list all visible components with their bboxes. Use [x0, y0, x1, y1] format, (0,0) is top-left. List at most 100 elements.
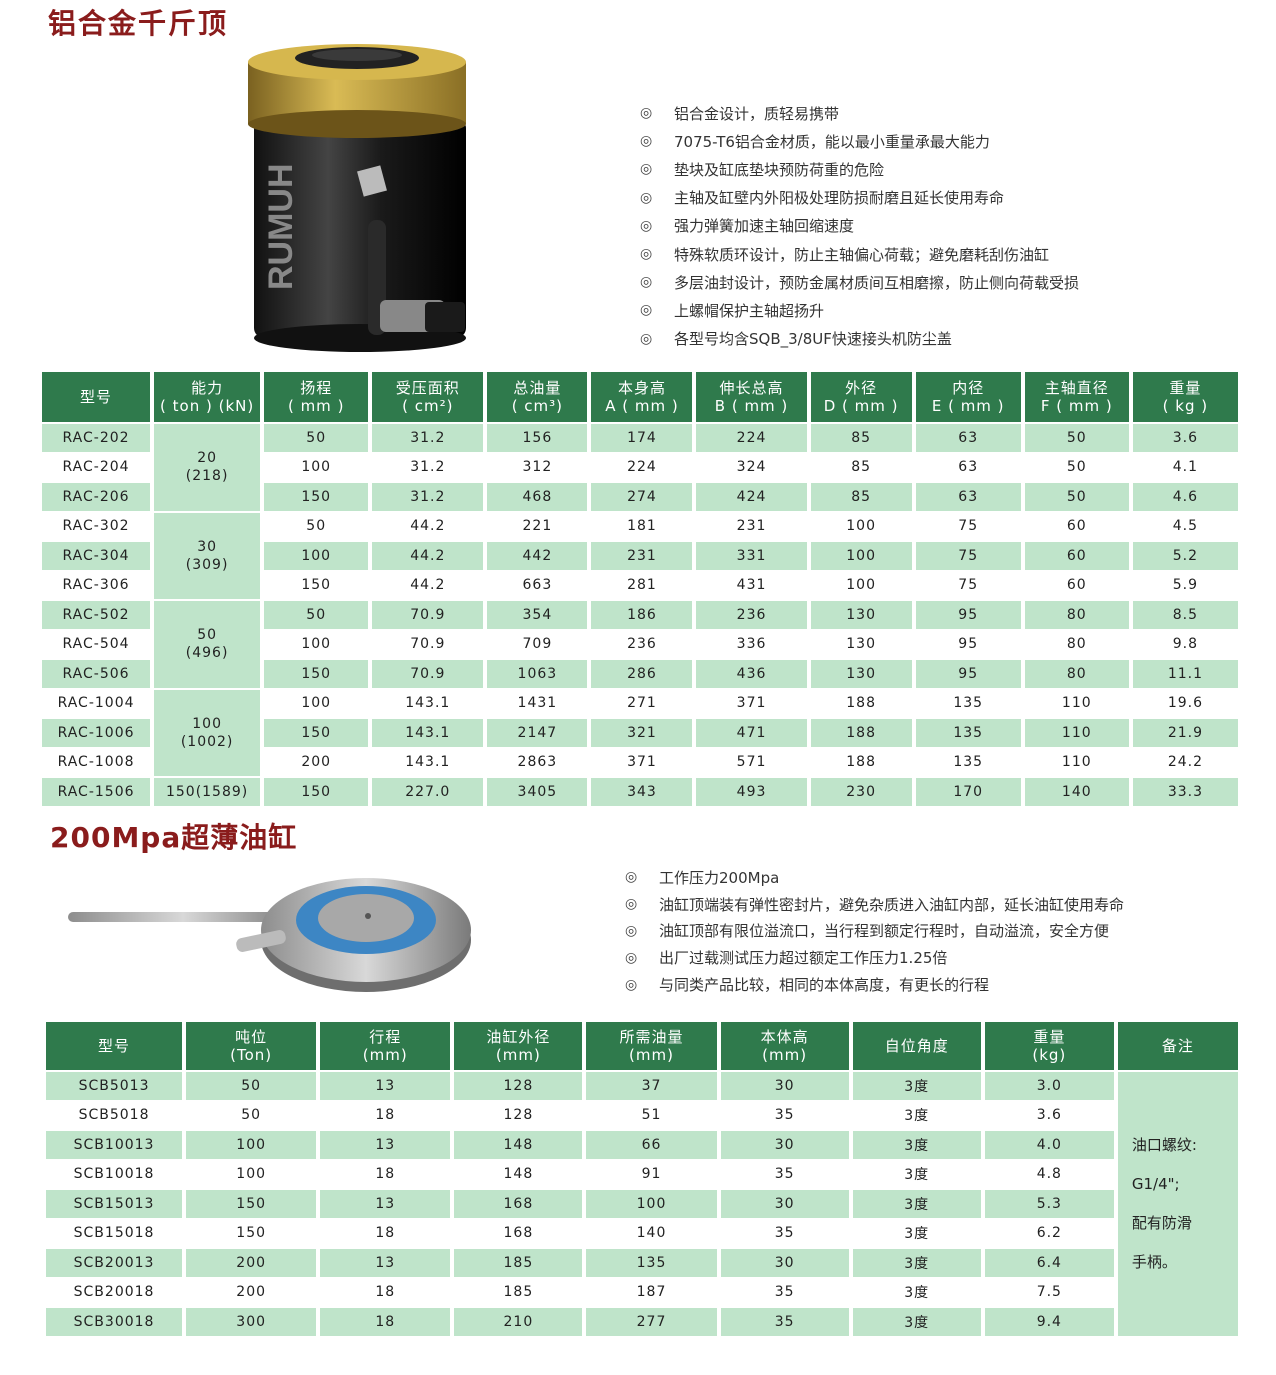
column-header: 受压面积( cm²) [372, 372, 484, 422]
table-cell: 11.1 [1132, 660, 1238, 688]
table-cell: 221 [487, 512, 588, 540]
table-cell: 371 [696, 689, 807, 717]
table-cell: 13 [320, 1072, 451, 1100]
table-cell: 110 [1024, 748, 1129, 776]
table-row: SCB20013 200 13 185 135 30 3度 6.4 [46, 1249, 1238, 1277]
column-header-text: A ( mm ) [605, 397, 679, 415]
table-cell: 33.3 [1132, 778, 1238, 806]
table-cell: 3.0 [984, 1072, 1114, 1100]
table-cell: 130 [810, 601, 912, 629]
table-row: SCB10018 100 18 148 91 35 3度 4.8 [46, 1160, 1238, 1188]
table-cell: 336 [696, 630, 807, 658]
table-cell: 50 [186, 1101, 317, 1129]
table-cell: 51 [586, 1101, 717, 1129]
table-cell: 35 [720, 1160, 849, 1188]
capacity-text: 30 [197, 538, 218, 555]
table-cell: 354 [487, 601, 588, 629]
model-cell: RAC-1004 [42, 689, 151, 717]
column-header-text: 备注 [1161, 1037, 1194, 1055]
feature-item: ◎ 工作压力200Mpa [625, 868, 780, 887]
column-header: 型号 [46, 1022, 183, 1070]
capacity-text: (218) [185, 468, 229, 485]
model-cell: RAC-306 [42, 571, 151, 599]
table-cell: 100 [264, 542, 369, 570]
table-cell: 663 [487, 571, 588, 599]
table-cell: 63 [915, 453, 1021, 481]
model-cell: RAC-202 [42, 424, 151, 452]
capacity-cell: 100 (1002) [154, 689, 261, 776]
column-header-text: E ( mm ) [931, 397, 1005, 415]
table-cell: 148 [454, 1160, 583, 1188]
table-cell: 18 [320, 1101, 451, 1129]
table-cell: 35 [720, 1278, 849, 1306]
column-header-text: ( kg ) [1162, 397, 1209, 415]
table-cell: 1431 [487, 689, 588, 717]
table-cell: 186 [591, 601, 693, 629]
model-cell: RAC-1506 [42, 778, 151, 806]
capacity-text: (496) [185, 645, 229, 662]
table-cell: 30 [720, 1190, 849, 1218]
table-cell: 4.6 [1132, 483, 1238, 511]
table-cell: 31.2 [372, 424, 484, 452]
table-cell: 3.6 [1132, 424, 1238, 452]
column-header: 吨位 (Ton) [186, 1022, 317, 1070]
thin-cylinder-features: ◎ 工作压力200Mpa ◎ 油缸顶端装有弹性密封片，避免杂质进入油缸内部，延长油缸… [625, 864, 1124, 998]
table-cell: 4.1 [1132, 453, 1238, 481]
table-cell: 3度 [852, 1101, 981, 1129]
table-cell: 143.1 [372, 748, 484, 776]
table-row: RAC-302 30 (309) 50 44.2 221 181 231 100 75 60 4.5 [42, 512, 1238, 599]
table-cell: 44.2 [372, 512, 484, 540]
table-row: RAC-304 100 44.2 442 231 331 100 75 60 5.2 [42, 542, 1238, 570]
table-row: RAC-202 20 (218) 50 31.2 156 174 224 85 63 50 3.6 [42, 424, 1238, 511]
table-cell: SCB20013 [46, 1249, 183, 1277]
table-cell: 200 [186, 1249, 317, 1277]
capacity-text: (309) [185, 556, 229, 573]
column-header: 备注 [1117, 1022, 1238, 1070]
column-header-text: 重量 [1169, 379, 1202, 397]
table-cell: 9.8 [1132, 630, 1238, 658]
table-cell: 30 [720, 1249, 849, 1277]
remark-text: 配有防滑 [1131, 1213, 1192, 1232]
column-header-text: 吨位 [235, 1028, 268, 1046]
table-cell: 50 [186, 1072, 317, 1100]
table-cell: 75 [915, 571, 1021, 599]
column-header-text: ( mm ) [287, 397, 345, 415]
feature-item: ◎ 油缸顶部有限位溢流口，当行程到额定行程时，自动溢流，安全方便 [625, 922, 1110, 941]
column-header-text: (mm) [762, 1046, 808, 1064]
column-header: 总油量( cm³) [487, 372, 588, 422]
table-row: RAC-506 150 70.9 1063 286 436 130 95 80 11.1 [42, 660, 1238, 688]
table-cell: 187 [586, 1278, 717, 1306]
table-cell: 66 [586, 1131, 717, 1159]
table-cell: 1063 [487, 660, 588, 688]
table-cell: 31.2 [372, 453, 484, 481]
column-header-text: (Ton) [230, 1046, 273, 1064]
table-cell: 224 [591, 453, 693, 481]
table-cell: 170 [915, 778, 1021, 806]
table-cell: 60 [1024, 512, 1129, 540]
feature-item: ◎ 铝合金设计，质轻易携带 [640, 104, 840, 123]
table-cell: 271 [591, 689, 693, 717]
feature-item: ◎ 7075-T6铝合金材质，能以最小重量承最大能力 [640, 132, 990, 151]
table-row: SCB20018 200 18 185 187 35 3度 7.5 [46, 1278, 1238, 1306]
table-cell: 312 [487, 453, 588, 481]
table-cell: 80 [1024, 601, 1129, 629]
column-header-text: B ( mm ) [714, 397, 789, 415]
table-cell: 150 [264, 660, 369, 688]
feature-item: ◎ 油缸顶端装有弹性密封片，避免杂质进入油缸内部，延长油缸使用寿命 [625, 895, 1125, 914]
table-cell: 50 [1024, 424, 1129, 452]
table-cell: 100 [264, 630, 369, 658]
double-circle-icon: ◎ [625, 869, 638, 886]
column-header-text: 伸长总高 [719, 379, 784, 397]
table-cell: 281 [591, 571, 693, 599]
model-cell: RAC-502 [42, 601, 151, 629]
capacity-text: 100 [192, 715, 222, 732]
table-cell: 188 [810, 689, 912, 717]
table-cell: 100 [810, 571, 912, 599]
table-cell: 50 [264, 601, 369, 629]
double-circle-icon: ◎ [640, 189, 653, 206]
table-cell: 70.9 [372, 601, 484, 629]
table-row: SCB5018 50 18 128 51 35 3度 3.6 [46, 1101, 1238, 1129]
table-cell: 3度 [852, 1249, 981, 1277]
table-cell: 236 [696, 601, 807, 629]
